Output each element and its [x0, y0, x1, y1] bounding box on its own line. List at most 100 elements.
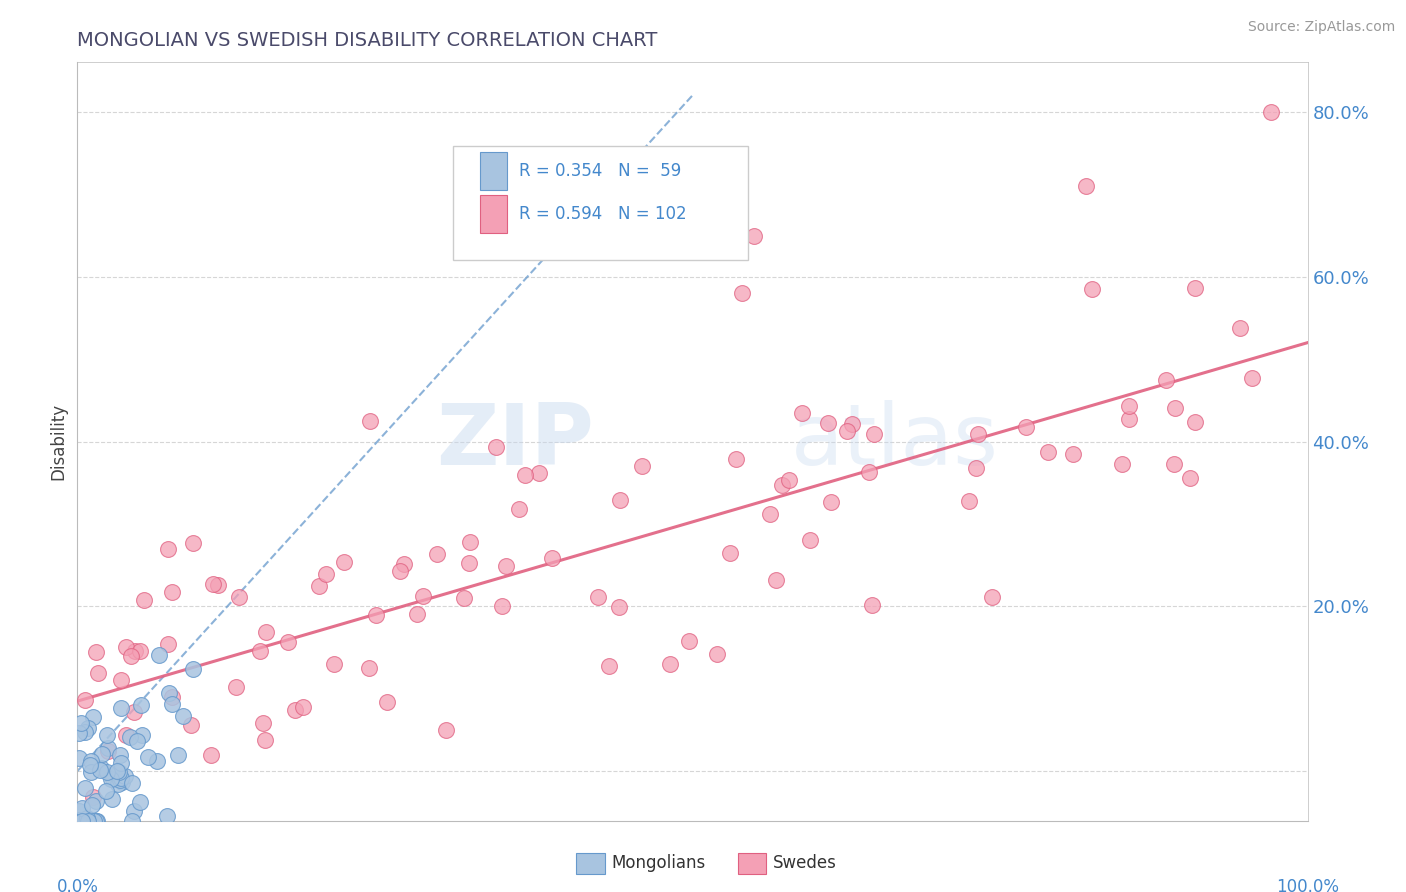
- Point: [157, 686, 180, 700]
- Point: [73, 693, 96, 707]
- Point: [706, 647, 728, 661]
- Point: [858, 466, 880, 480]
- Point: [180, 718, 202, 732]
- Text: Swedes: Swedes: [773, 855, 837, 872]
- Point: [359, 660, 381, 674]
- Point: [817, 416, 839, 430]
- Point: [80, 754, 103, 768]
- Point: [460, 535, 482, 549]
- Point: [1080, 282, 1102, 296]
- Point: [160, 584, 183, 599]
- Point: [527, 466, 550, 480]
- Point: [76, 811, 98, 825]
- Point: [434, 723, 457, 737]
- Point: [82, 790, 104, 805]
- Point: [485, 440, 508, 454]
- Point: [87, 665, 110, 680]
- Point: [86, 645, 108, 659]
- Point: [291, 700, 314, 714]
- Point: [77, 721, 100, 735]
- Bar: [479, 195, 506, 233]
- Point: [67, 813, 90, 827]
- Point: [146, 754, 169, 768]
- Point: [1260, 104, 1282, 119]
- Point: [863, 426, 886, 441]
- Point: [308, 579, 330, 593]
- Point: [765, 574, 787, 588]
- Point: [284, 702, 307, 716]
- Point: [80, 764, 103, 779]
- FancyBboxPatch shape: [453, 145, 748, 260]
- Point: [598, 659, 620, 673]
- Point: [426, 547, 449, 561]
- Point: [110, 748, 132, 763]
- Point: [1111, 457, 1133, 471]
- Point: [967, 427, 990, 442]
- Point: [609, 493, 631, 508]
- Point: [965, 461, 987, 475]
- Point: [277, 635, 299, 649]
- Point: [167, 747, 190, 762]
- Point: [72, 814, 94, 828]
- Point: [157, 637, 180, 651]
- Text: MONGOLIAN VS SWEDISH DISABILITY CORRELATION CHART: MONGOLIAN VS SWEDISH DISABILITY CORRELAT…: [77, 31, 658, 50]
- Point: [82, 710, 104, 724]
- Point: [83, 814, 105, 828]
- Point: [770, 478, 793, 492]
- Text: atlas: atlas: [792, 400, 998, 483]
- Point: [1241, 370, 1264, 384]
- Point: [67, 751, 90, 765]
- Point: [1184, 415, 1206, 429]
- Text: 0.0%: 0.0%: [56, 878, 98, 892]
- Text: R = 0.594   N = 102: R = 0.594 N = 102: [519, 205, 686, 223]
- Point: [160, 690, 183, 704]
- Point: [491, 599, 513, 614]
- Point: [207, 578, 229, 592]
- Point: [1062, 447, 1084, 461]
- Point: [631, 459, 654, 474]
- Point: [132, 593, 155, 607]
- Point: [89, 764, 111, 778]
- Point: [799, 533, 821, 548]
- Point: [496, 244, 519, 259]
- Point: [412, 589, 434, 603]
- Point: [125, 734, 148, 748]
- Point: [254, 624, 277, 639]
- Point: [228, 590, 250, 604]
- Point: [225, 680, 247, 694]
- Point: [718, 546, 741, 560]
- Point: [364, 607, 387, 622]
- Point: [759, 508, 782, 522]
- Point: [122, 705, 145, 719]
- Point: [253, 732, 276, 747]
- Point: [94, 784, 117, 798]
- Point: [131, 728, 153, 742]
- Point: [101, 792, 124, 806]
- Point: [84, 794, 107, 808]
- Point: [315, 567, 337, 582]
- Point: [1076, 179, 1098, 194]
- Point: [322, 657, 344, 672]
- Point: [862, 598, 884, 612]
- Point: [97, 740, 120, 755]
- Point: [90, 761, 112, 775]
- Point: [91, 747, 114, 762]
- Point: [110, 756, 132, 770]
- Point: [75, 814, 97, 828]
- Point: [980, 590, 1002, 604]
- Point: [835, 424, 858, 438]
- Point: [202, 577, 225, 591]
- Point: [742, 228, 765, 243]
- Point: [103, 772, 125, 786]
- Point: [1118, 399, 1140, 413]
- Point: [70, 716, 93, 731]
- Point: [96, 728, 118, 742]
- Point: [731, 286, 754, 301]
- Point: [124, 805, 146, 819]
- Point: [181, 535, 204, 549]
- Point: [1015, 419, 1038, 434]
- Point: [67, 804, 90, 818]
- Point: [1229, 320, 1251, 334]
- Point: [1163, 401, 1185, 415]
- Point: [394, 557, 416, 571]
